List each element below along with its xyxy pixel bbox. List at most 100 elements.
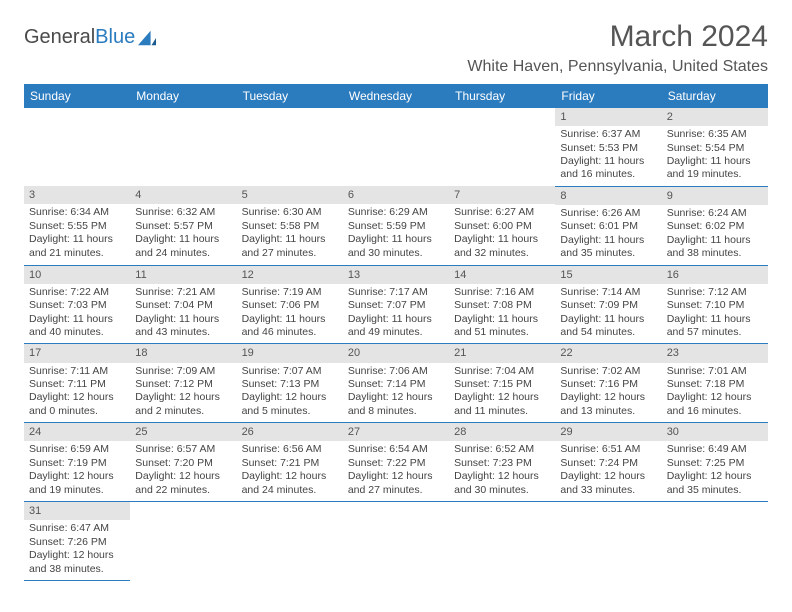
- calendar-cell: 5Sunrise: 6:30 AMSunset: 5:58 PMDaylight…: [237, 186, 343, 265]
- sunrise-line: Sunrise: 7:12 AM: [667, 286, 763, 299]
- day-body: Sunrise: 7:01 AMSunset: 7:18 PMDaylight:…: [662, 363, 768, 423]
- calendar-cell: 24Sunrise: 6:59 AMSunset: 7:19 PMDayligh…: [24, 423, 130, 502]
- daylight-line: Daylight: 12 hours and 24 minutes.: [242, 470, 338, 497]
- calendar-cell: 22Sunrise: 7:02 AMSunset: 7:16 PMDayligh…: [555, 344, 661, 423]
- day-number: 15: [555, 266, 661, 284]
- calendar-cell: 3Sunrise: 6:34 AMSunset: 5:55 PMDaylight…: [24, 186, 130, 265]
- page-title: March 2024: [610, 20, 768, 54]
- sunset-line: Sunset: 7:04 PM: [135, 299, 231, 312]
- daylight-line: Daylight: 12 hours and 30 minutes.: [454, 470, 550, 497]
- sunrise-line: Sunrise: 6:26 AM: [560, 207, 656, 220]
- calendar-cell: 27Sunrise: 6:54 AMSunset: 7:22 PMDayligh…: [343, 423, 449, 502]
- location-subtitle: White Haven, Pennsylvania, United States: [24, 58, 768, 76]
- day-number: 3: [24, 186, 130, 204]
- sunrise-line: Sunrise: 6:29 AM: [348, 206, 444, 219]
- daylight-line: Daylight: 11 hours and 16 minutes.: [560, 155, 656, 182]
- day-body: Sunrise: 6:32 AMSunset: 5:57 PMDaylight:…: [130, 204, 236, 264]
- day-body: Sunrise: 6:35 AMSunset: 5:54 PMDaylight:…: [662, 126, 768, 186]
- daylight-line: Daylight: 12 hours and 2 minutes.: [135, 391, 231, 418]
- day-number: 1: [555, 108, 661, 126]
- calendar-header-row: SundayMondayTuesdayWednesdayThursdayFrid…: [24, 84, 768, 108]
- sunset-line: Sunset: 5:57 PM: [135, 220, 231, 233]
- sunset-line: Sunset: 7:26 PM: [29, 536, 125, 549]
- day-body: Sunrise: 7:11 AMSunset: 7:11 PMDaylight:…: [24, 363, 130, 423]
- calendar-cell: 1 Sunrise: 6:37 AMSunset: 5:53 PMDaylight…: [555, 108, 661, 186]
- sunset-line: Sunset: 6:02 PM: [667, 220, 763, 233]
- calendar-cell: 31Sunrise: 6:47 AMSunset: 7:26 PMDayligh…: [24, 502, 130, 581]
- calendar-cell: [237, 502, 343, 581]
- daylight-line: Daylight: 12 hours and 0 minutes.: [29, 391, 125, 418]
- sail-icon: [138, 29, 156, 47]
- day-body: Sunrise: 7:21 AMSunset: 7:04 PMDaylight:…: [130, 284, 236, 344]
- sunrise-line: Sunrise: 7:02 AM: [560, 365, 656, 378]
- calendar-cell: 28 Sunrise: 6:52 AMSunset: 7:23 PMDayligh…: [449, 423, 555, 502]
- calendar-cell: 30Sunrise: 6:49 AMSunset: 7:25 PMDayligh…: [662, 423, 768, 502]
- sunrise-line: Sunrise: 6:37 AM: [560, 128, 656, 141]
- day-number: 23: [662, 344, 768, 362]
- calendar-cell: 11Sunrise: 7:21 AMSunset: 7:04 PMDayligh…: [130, 265, 236, 344]
- sunrise-line: Sunrise: 7:06 AM: [348, 365, 444, 378]
- daylight-line: Daylight: 12 hours and 35 minutes.: [667, 470, 763, 497]
- calendar-body: 1Sunrise: 6:37 AMSunset: 5:53 PMDaylight…: [24, 108, 768, 580]
- day-body: Sunrise: 7:09 AMSunset: 7:12 PMDaylight:…: [130, 363, 236, 423]
- day-body: Sunrise: 6:30 AMSunset: 5:58 PMDaylight:…: [237, 204, 343, 264]
- calendar-week-row: 31Sunrise: 6:47 AMSunset: 7:26 PMDayligh…: [24, 502, 768, 581]
- sunrise-line: Sunrise: 6:52 AM: [454, 443, 550, 456]
- daylight-line: Daylight: 11 hours and 57 minutes.: [667, 313, 763, 340]
- daylight-line: Daylight: 11 hours and 21 minutes.: [29, 233, 125, 260]
- day-body: Sunrise: 7:14 AMSunset: 7:09 PMDaylight:…: [555, 284, 661, 344]
- calendar-cell: 25Sunrise: 6:57 AMSunset: 7:20 PMDayligh…: [130, 423, 236, 502]
- calendar-cell: 20Sunrise: 7:06 AMSunset: 7:14 PMDayligh…: [343, 344, 449, 423]
- sunset-line: Sunset: 7:06 PM: [242, 299, 338, 312]
- daylight-line: Daylight: 11 hours and 30 minutes.: [348, 233, 444, 260]
- sunset-line: Sunset: 7:25 PM: [667, 457, 763, 470]
- sunset-line: Sunset: 7:18 PM: [667, 378, 763, 391]
- sunset-line: Sunset: 5:53 PM: [560, 142, 656, 155]
- day-number: 21: [449, 344, 555, 362]
- sunset-line: Sunset: 6:00 PM: [454, 220, 550, 233]
- day-body: Sunrise: 6:54 AMSunset: 7:22 PMDaylight:…: [343, 441, 449, 501]
- sunset-line: Sunset: 5:54 PM: [667, 142, 763, 155]
- calendar-cell: [662, 502, 768, 581]
- title-block: March 2024: [610, 20, 768, 54]
- day-header: Tuesday: [237, 84, 343, 108]
- calendar-cell: 13Sunrise: 7:17 AMSunset: 7:07 PMDayligh…: [343, 265, 449, 344]
- daylight-line: Daylight: 11 hours and 49 minutes.: [348, 313, 444, 340]
- sunrise-line: Sunrise: 7:07 AM: [242, 365, 338, 378]
- calendar-cell: 12Sunrise: 7:19 AMSunset: 7:06 PMDayligh…: [237, 265, 343, 344]
- calendar-cell: [555, 502, 661, 581]
- sunset-line: Sunset: 5:58 PM: [242, 220, 338, 233]
- daylight-line: Daylight: 11 hours and 38 minutes.: [667, 234, 763, 261]
- calendar-cell: 7Sunrise: 6:27 AMSunset: 6:00 PMDaylight…: [449, 186, 555, 265]
- daylight-line: Daylight: 12 hours and 13 minutes.: [560, 391, 656, 418]
- daylight-line: Daylight: 11 hours and 24 minutes.: [135, 233, 231, 260]
- calendar-cell: 14Sunrise: 7:16 AMSunset: 7:08 PMDayligh…: [449, 265, 555, 344]
- calendar-cell: [343, 502, 449, 581]
- day-number: 17: [24, 344, 130, 362]
- sunrise-line: Sunrise: 6:56 AM: [242, 443, 338, 456]
- day-body: Sunrise: 7:17 AMSunset: 7:07 PMDaylight:…: [343, 284, 449, 344]
- sunset-line: Sunset: 7:15 PM: [454, 378, 550, 391]
- day-number: 9: [662, 187, 768, 205]
- sunrise-line: Sunrise: 7:04 AM: [454, 365, 550, 378]
- day-number: 11: [130, 266, 236, 284]
- day-header: Monday: [130, 84, 236, 108]
- day-body: Sunrise: 7:06 AMSunset: 7:14 PMDaylight:…: [343, 363, 449, 423]
- day-body: Sunrise: 6:47 AMSunset: 7:26 PMDaylight:…: [24, 520, 130, 580]
- daylight-line: Daylight: 11 hours and 27 minutes.: [242, 233, 338, 260]
- day-body: Sunrise: 6:59 AMSunset: 7:19 PMDaylight:…: [24, 441, 130, 501]
- sunrise-line: Sunrise: 7:11 AM: [29, 365, 125, 378]
- day-number: 31: [24, 502, 130, 520]
- calendar-cell: 17Sunrise: 7:11 AMSunset: 7:11 PMDayligh…: [24, 344, 130, 423]
- sunset-line: Sunset: 7:23 PM: [454, 457, 550, 470]
- sunrise-line: Sunrise: 6:47 AM: [29, 522, 125, 535]
- calendar-cell: 6Sunrise: 6:29 AMSunset: 5:59 PMDaylight…: [343, 186, 449, 265]
- calendar-cell: 18Sunrise: 7:09 AMSunset: 7:12 PMDayligh…: [130, 344, 236, 423]
- sunrise-line: Sunrise: 6:51 AM: [560, 443, 656, 456]
- calendar-cell: 4Sunrise: 6:32 AMSunset: 5:57 PMDaylight…: [130, 186, 236, 265]
- sunset-line: Sunset: 7:12 PM: [135, 378, 231, 391]
- day-number: 28: [449, 423, 555, 441]
- day-number: 13: [343, 266, 449, 284]
- day-number: 14: [449, 266, 555, 284]
- sunrise-line: Sunrise: 6:54 AM: [348, 443, 444, 456]
